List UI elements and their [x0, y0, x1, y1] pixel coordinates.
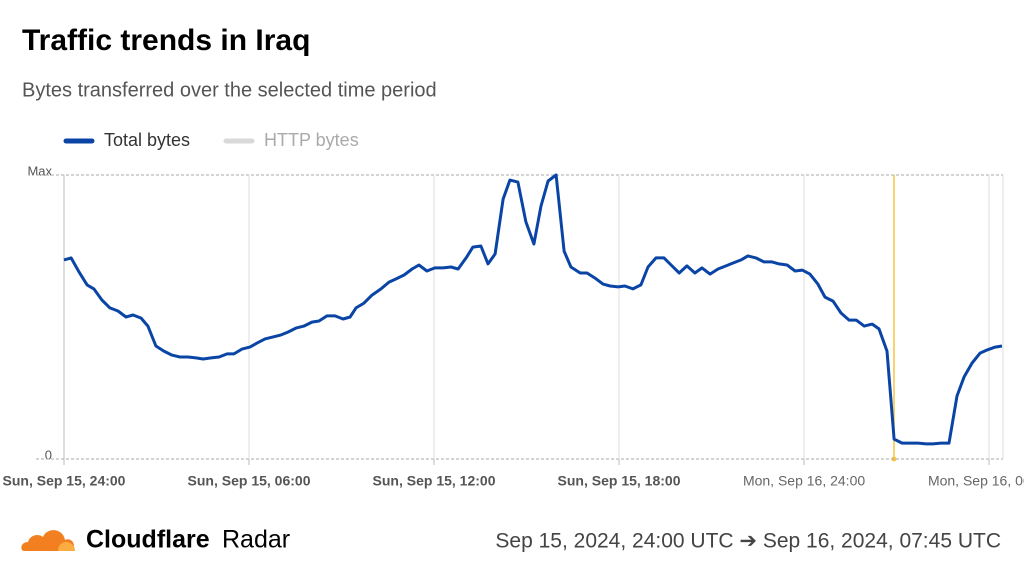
y-tick-label: 0 — [45, 447, 52, 462]
x-tick-label: Sun, Sep 15, 06:00 — [188, 473, 311, 489]
logo — [21, 530, 75, 551]
legend-label: HTTP bytes — [264, 130, 359, 150]
x-tick-label: Mon, Sep 16, 06:00 — [928, 473, 1024, 489]
chart-subtitle: Bytes transferred over the selected time… — [22, 79, 437, 101]
brand-name: Cloudflare — [86, 526, 210, 554]
x-tick-label: Mon, Sep 16, 24:00 — [743, 473, 865, 489]
x-tick-label: Sun, Sep 15, 12:00 — [373, 473, 496, 489]
time-range: Sep 15, 2024, 24:00 UTC ➔ Sep 16, 2024, … — [495, 530, 1001, 553]
x-tick-label: Sun, Sep 15, 24:00 — [3, 473, 126, 489]
series-line — [63, 173, 1003, 446]
x-tick-label: Sun, Sep 15, 18:00 — [558, 473, 681, 489]
legend-label: Total bytes — [104, 130, 190, 150]
brand-product: Radar — [222, 526, 290, 554]
y-tick-label: Max — [27, 163, 52, 178]
chart-title: Traffic trends in Iraq — [22, 24, 310, 57]
